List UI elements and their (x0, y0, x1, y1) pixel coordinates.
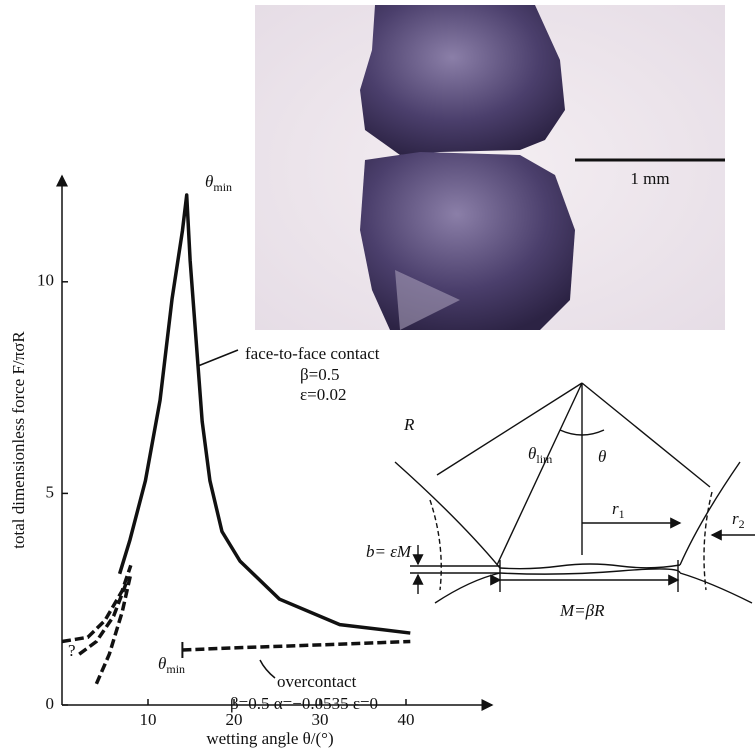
symbol: r (732, 509, 739, 528)
diagram-label: R (403, 415, 415, 434)
symbol: θ (528, 444, 536, 463)
x-tick-label: 20 (226, 710, 243, 729)
x-tick-label: 10 (140, 710, 157, 729)
data-line (78, 581, 129, 656)
symbol: θ (158, 654, 166, 673)
annotation: overcontact (277, 672, 357, 691)
diagram-label: b= εM (366, 542, 412, 561)
data-line (94, 573, 133, 685)
leader (197, 349, 239, 367)
data-line (117, 193, 411, 635)
diagram-label: M=βR (559, 601, 605, 620)
annotation: θmin (205, 172, 232, 194)
leader (259, 659, 276, 679)
subscript: 2 (739, 517, 745, 531)
subscript: 1 (619, 507, 625, 521)
y-tick-label: 10 (37, 271, 54, 290)
data-line (61, 564, 133, 644)
x-tick-label: 40 (398, 710, 415, 729)
symbol: θ (205, 172, 213, 191)
scale-bar-label: 1 mm (630, 169, 669, 188)
symbol: r (612, 499, 619, 518)
data-line (182, 639, 411, 652)
photo: 1 mm (255, 5, 725, 330)
diagram-label: θlim (528, 444, 553, 466)
annotation: β=0.5 (300, 365, 340, 384)
x-axis-label: wetting angle θ/(°) (206, 729, 333, 748)
diagram-label: r1 (612, 499, 625, 521)
y-axis-label: total dimensionless force F/πσR (9, 331, 28, 549)
y-tick-label: 0 (46, 694, 55, 713)
diagram-label: r2 (732, 509, 745, 531)
diagram: R θ θlim r1 r2 b= εM M=βR (366, 382, 755, 620)
diagram-label: θ (598, 447, 606, 466)
annotation: θmin (158, 654, 185, 676)
annotation: ? (68, 641, 76, 660)
annotation: ε=0.02 (300, 385, 346, 404)
y-tick-label: 5 (46, 482, 55, 501)
subscript: min (166, 662, 185, 676)
annotation: β=0.5 α=−0.0535 ε=0 (230, 694, 378, 713)
subscript: min (213, 180, 232, 194)
x-tick-label: 30 (312, 710, 329, 729)
subscript: lim (536, 452, 553, 466)
annotation: face-to-face contact (245, 344, 380, 363)
